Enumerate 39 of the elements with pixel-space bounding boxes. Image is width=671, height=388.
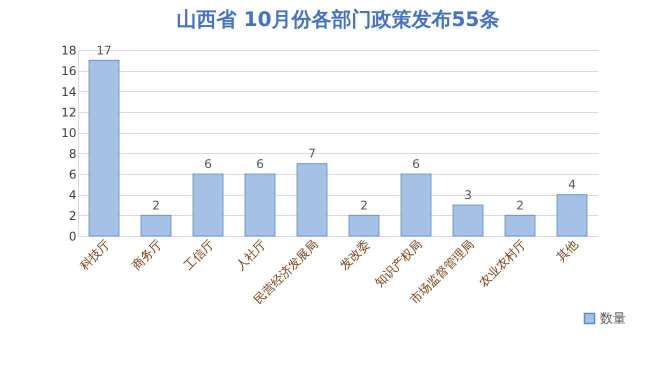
data-label: 4 <box>568 178 576 192</box>
y-tick-label: 16 <box>61 64 76 78</box>
data-label: 2 <box>516 198 524 212</box>
y-tick-label: 14 <box>61 84 76 99</box>
data-label: 7 <box>308 146 316 161</box>
x-tick-label: 商务厅 <box>129 237 164 272</box>
bar <box>348 214 380 236</box>
bar <box>88 60 120 236</box>
bar <box>452 204 484 236</box>
y-tick-label: 8 <box>68 146 76 161</box>
x-tick-label: 农业农村厅 <box>476 237 528 290</box>
data-label: 2 <box>360 198 368 212</box>
data-label: 2 <box>152 198 160 212</box>
x-tick-label: 其他 <box>554 237 580 264</box>
x-tick-label: 科技厅 <box>77 237 112 272</box>
x-tick-label: 发改委 <box>337 237 372 272</box>
bar <box>504 214 536 236</box>
bar <box>400 174 432 236</box>
data-label: 6 <box>204 157 212 171</box>
y-tick-label: 18 <box>61 44 76 58</box>
bar <box>140 214 172 236</box>
data-label: 3 <box>464 188 472 202</box>
data-label: 17 <box>96 43 112 58</box>
y-tick-label: 2 <box>68 208 76 223</box>
y-tick-label: 10 <box>61 126 76 140</box>
legend-label: 数量 <box>600 312 626 326</box>
x-tick-label: 人社厅 <box>233 237 268 272</box>
y-tick-label: 4 <box>68 188 76 202</box>
bar <box>244 174 276 236</box>
bar <box>192 174 224 236</box>
y-tick-label: 12 <box>61 106 76 120</box>
data-label: 6 <box>412 157 420 171</box>
data-label: 6 <box>256 157 264 171</box>
bar <box>556 194 588 236</box>
chart-title: 山西省 10月份各部门政策发布55条 <box>176 7 500 31</box>
x-tick-label: 工信厅 <box>181 237 216 272</box>
bar <box>296 163 328 236</box>
y-tick-label: 0 <box>68 230 76 244</box>
y-tick-label: 6 <box>68 168 76 182</box>
